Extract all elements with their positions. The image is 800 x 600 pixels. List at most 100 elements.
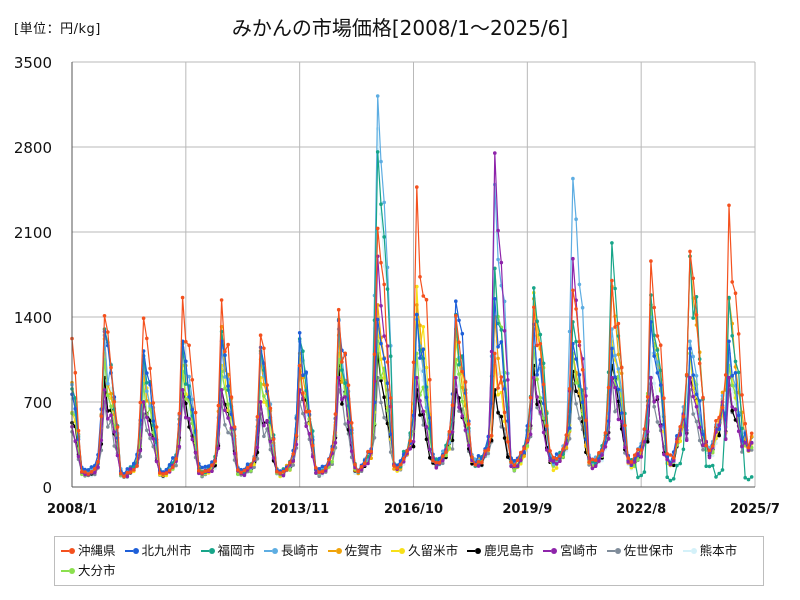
series-point	[346, 420, 351, 425]
series-point	[522, 454, 526, 458]
series-point	[736, 429, 741, 434]
series-point	[460, 369, 465, 374]
series-point	[141, 400, 146, 404]
series-point	[532, 286, 536, 290]
series-point	[493, 297, 497, 301]
series-point	[148, 436, 152, 441]
series-point	[613, 409, 617, 414]
series-point	[470, 462, 474, 466]
series-point	[317, 467, 322, 471]
legend-item: 北九州市	[124, 541, 192, 561]
series-point	[714, 475, 718, 479]
series-point	[746, 445, 751, 450]
series-point	[658, 424, 663, 428]
series-point	[128, 467, 133, 471]
series-point	[382, 357, 387, 361]
series-point	[610, 375, 614, 380]
series-point	[379, 202, 383, 206]
series-point	[112, 430, 117, 434]
series-point	[519, 458, 523, 463]
legend-item: 鹿児島市	[467, 541, 534, 561]
series-point	[717, 471, 721, 476]
series-point	[749, 431, 754, 436]
series-point	[83, 470, 87, 474]
series-point	[158, 471, 162, 475]
series-point	[226, 384, 230, 388]
series-point	[219, 298, 224, 302]
series-point	[340, 397, 344, 402]
series-point	[148, 404, 152, 408]
series-point	[301, 373, 305, 378]
series-point	[385, 360, 390, 364]
series-point	[294, 433, 299, 438]
series-point	[736, 370, 741, 375]
series-point	[655, 360, 660, 364]
series-point	[382, 395, 387, 400]
series-point	[740, 393, 744, 397]
series-point	[476, 454, 481, 458]
series-point	[691, 394, 695, 399]
series-point	[636, 457, 640, 462]
series-point	[694, 374, 699, 378]
series-point	[154, 459, 159, 464]
series-point	[226, 402, 230, 407]
series-point	[333, 440, 338, 445]
x-tick-label: 2013/11	[270, 502, 329, 517]
series-point	[112, 400, 117, 404]
series-point	[535, 319, 539, 324]
series-point	[499, 375, 504, 379]
series-point	[441, 461, 445, 466]
series-point	[223, 386, 227, 391]
series-point	[743, 421, 747, 426]
series-point	[346, 383, 351, 388]
series-point	[421, 409, 426, 414]
series-point	[688, 346, 692, 351]
series-point	[710, 453, 715, 458]
series-point	[73, 439, 78, 443]
series-point	[415, 375, 419, 380]
series-point	[73, 406, 78, 411]
series-point	[512, 468, 517, 473]
series-point	[135, 464, 139, 468]
series-point	[441, 458, 445, 463]
series-point	[645, 429, 650, 434]
series-point	[655, 334, 660, 338]
legend-item: 長崎市	[264, 541, 319, 561]
series-point	[619, 365, 624, 370]
series-point	[616, 387, 621, 392]
series-point	[704, 443, 708, 448]
series-point	[190, 407, 195, 412]
series-point	[210, 463, 214, 468]
series-point	[496, 345, 500, 349]
legend-label: 福岡市	[217, 543, 256, 558]
series-point	[216, 403, 221, 408]
series-point	[232, 451, 237, 456]
series-point	[340, 360, 344, 364]
series-point	[382, 200, 387, 205]
chart-axes	[71, 62, 755, 488]
series-point	[551, 459, 556, 463]
series-point	[265, 383, 269, 387]
legend-line-icon	[264, 549, 273, 552]
series-point	[678, 433, 682, 437]
series-point	[106, 330, 110, 334]
series-point	[369, 449, 374, 454]
series-point	[691, 316, 695, 320]
series-point	[496, 321, 500, 326]
series-point	[167, 468, 172, 473]
series-point	[691, 373, 695, 377]
series-point	[590, 457, 595, 462]
series-point	[593, 464, 598, 469]
series-point	[694, 295, 699, 299]
series-point	[284, 467, 289, 472]
series-point	[138, 448, 143, 453]
series-point	[554, 452, 559, 456]
series-point	[506, 440, 510, 444]
series-point	[645, 395, 650, 399]
series-point	[600, 448, 604, 453]
series-point	[743, 440, 747, 445]
series-point	[102, 388, 107, 392]
series-point	[743, 475, 747, 480]
series-point	[161, 472, 165, 476]
series-point	[229, 426, 234, 430]
